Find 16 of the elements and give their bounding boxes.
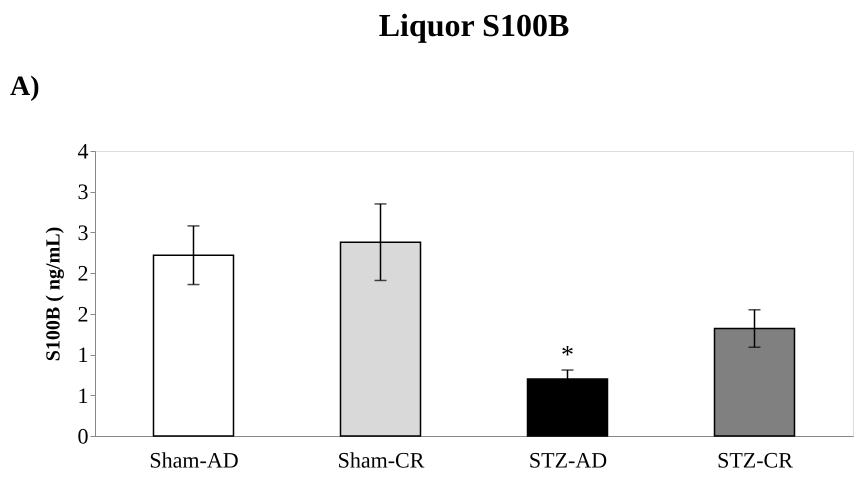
- y-tick-label: 0: [78, 424, 88, 448]
- x-tick-label: Sham-CR: [338, 448, 425, 472]
- y-axis-title: S100B ( ng/mL): [42, 226, 64, 362]
- y-tick-label: 4: [78, 138, 88, 164]
- x-tick-label: STZ-AD: [528, 448, 608, 472]
- x-tick-label: STZ-CR: [717, 448, 794, 472]
- y-tick-label: 1: [78, 342, 88, 368]
- text: A): [10, 71, 40, 102]
- annotation: *: [561, 340, 574, 370]
- y-tick-label: 2: [78, 301, 88, 326]
- x-tick-label: Sham-AD: [149, 448, 239, 472]
- y-tick-label: 3: [78, 220, 88, 245]
- y-tick-label: 3: [78, 179, 88, 204]
- chart-title: Liquor S100B: [378, 7, 570, 43]
- y-tick-label: 2: [78, 260, 88, 286]
- y-tick-label: 1: [78, 382, 88, 408]
